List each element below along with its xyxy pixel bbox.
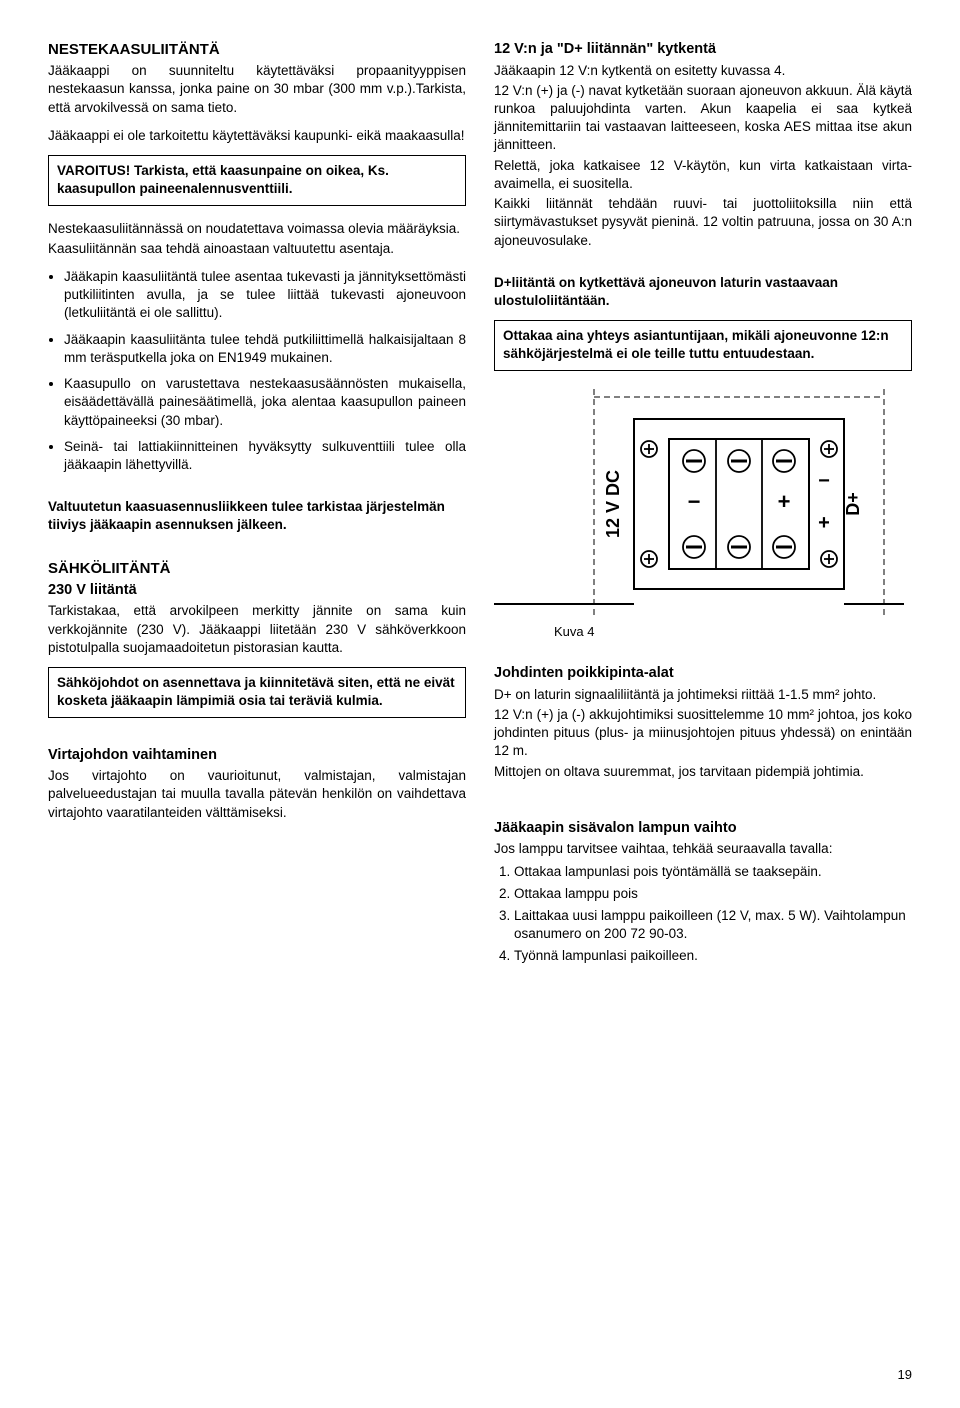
page-number: 19: [898, 1366, 912, 1384]
list-item: Työnnä lampunlasi paikoilleen.: [514, 947, 912, 965]
svg-text:+: +: [778, 489, 791, 514]
heading-12v: 12 V:n ja "D+ liitännän" kytkentä: [494, 40, 912, 60]
para: D+ on laturin signaaliliitäntä ja johtim…: [494, 686, 912, 704]
para: Jos virtajohto on vaurioitunut, valmista…: [48, 767, 466, 822]
para: Jääkaappi ei ole tarkoitettu käytettäväk…: [48, 127, 466, 145]
ordered-list: Ottakaa lampunlasi pois työntämällä se t…: [494, 863, 912, 966]
para: Kaasuliitännän saa tehdä ainoastaan valt…: [48, 240, 466, 258]
svg-text:−: −: [818, 470, 830, 492]
wiring-diagram: − + − + 12 V DC D+: [494, 389, 904, 619]
list-item: Jääkaapin kaasuliitänta tulee tehdä putk…: [64, 331, 466, 367]
box-text: Ottakaa aina yhteys asiantuntijaan, mikä…: [503, 327, 903, 363]
heading-virtajohto: Virtajohdon vaihtaminen: [48, 746, 466, 766]
two-column-layout: NESTEKAASULIITÄNTÄ Jääkaappi on suunnite…: [48, 40, 912, 970]
list-item: Ottakaa lampunlasi pois työntämällä se t…: [514, 863, 912, 881]
para: Jos lamppu tarvitsee vaihtaa, tehkää seu…: [494, 840, 912, 858]
heading-nestekaasu: NESTEKAASULIITÄNTÄ: [48, 40, 466, 60]
left-column: NESTEKAASULIITÄNTÄ Jääkaappi on suunnite…: [48, 40, 466, 970]
list-item: Ottakaa lamppu pois: [514, 885, 912, 903]
box-text: VAROITUS! Tarkista, että kaasunpaine on …: [57, 162, 457, 198]
para: Jääkaappi on suunniteltu käytettäväksi p…: [48, 62, 466, 117]
list-item: Jääkapin kaasuliitäntä tulee asentaa tuk…: [64, 268, 466, 323]
figure-caption: Kuva 4: [554, 623, 912, 641]
bullet-list: Jääkapin kaasuliitäntä tulee asentaa tuk…: [48, 268, 466, 474]
figure-4: − + − + 12 V DC D+ Kuva 4: [494, 389, 912, 641]
heading-230v: 230 V liitäntä: [48, 581, 466, 601]
para: Jääkaapin 12 V:n kytkentä on esitetty ku…: [494, 62, 912, 80]
heading-lampun: Jääkaapin sisävalon lampun vaihto: [494, 819, 912, 839]
para-bold: D+liitäntä on kytkettävä ajoneuvon latur…: [494, 274, 912, 310]
para: Nestekaasuliitännässä on noudatettava vo…: [48, 220, 466, 238]
svg-text:+: +: [818, 512, 830, 534]
box-text: Sähköjohdot on asennettava ja kiinnitetä…: [57, 674, 457, 710]
svg-text:D+: D+: [843, 492, 863, 516]
para: Mittojen on oltava suuremmat, jos tarvit…: [494, 763, 912, 781]
list-item: Laittakaa uusi lamppu paikoilleen (12 V,…: [514, 907, 912, 943]
para: Kaikki liitännät tehdään ruuvi- tai juot…: [494, 195, 912, 250]
para-bold: Valtuutetun kaasuasennusliikkeen tulee t…: [48, 498, 466, 534]
warning-box-varoitus: VAROITUS! Tarkista, että kaasunpaine on …: [48, 155, 466, 205]
list-item: Seinä- tai lattiakiinnitteinen hyväksytt…: [64, 438, 466, 474]
para: 12 V:n (+) ja (-) akkujohtimiksi suositt…: [494, 706, 912, 761]
para: Relettä, joka katkaisee 12 V-käytön, kun…: [494, 157, 912, 193]
svg-text:−: −: [688, 489, 701, 514]
warning-box-sahko: Sähköjohdot on asennettava ja kiinnitetä…: [48, 667, 466, 717]
para: 12 V:n (+) ja (-) navat kytketään suoraa…: [494, 82, 912, 155]
para: Tarkistakaa, että arvokilpeen merkitty j…: [48, 602, 466, 657]
list-item: Kaasupullo on varustettava nestekaasusää…: [64, 375, 466, 430]
right-column: 12 V:n ja "D+ liitännän" kytkentä Jääkaa…: [494, 40, 912, 970]
heading-sahko: SÄHKÖLIITÄNTÄ: [48, 559, 466, 579]
warning-box-asiantuntija: Ottakaa aina yhteys asiantuntijaan, mikä…: [494, 320, 912, 370]
svg-text:12 V DC: 12 V DC: [603, 470, 623, 538]
heading-johdinten: Johdinten poikkipinta-alat: [494, 664, 912, 684]
